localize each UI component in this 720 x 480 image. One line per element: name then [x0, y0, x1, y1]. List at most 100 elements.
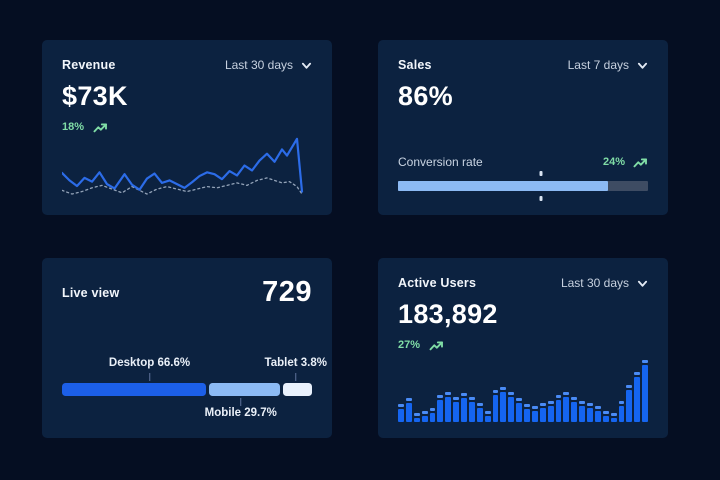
user-bar-cap: [516, 398, 522, 402]
user-bar: [524, 404, 530, 422]
active-users-title: Active Users: [398, 276, 477, 290]
user-bar-body: [492, 394, 499, 422]
user-bar: [421, 411, 428, 422]
user-bar-cap: [634, 371, 641, 375]
user-bar: [398, 404, 404, 422]
user-bar-cap: [571, 397, 578, 401]
user-bar-body: [468, 402, 475, 422]
user-bar-body: [429, 413, 436, 422]
user-bar-cap: [563, 392, 570, 396]
user-bar-cap: [610, 413, 617, 417]
segment-desktop: [62, 383, 206, 396]
user-bar-cap: [626, 384, 633, 388]
user-bar-cap: [429, 408, 436, 412]
user-bar-body: [461, 397, 467, 422]
user-bar-body: [437, 400, 444, 422]
user-bar-body: [594, 410, 601, 422]
sales-card-header: Sales Last 7 days: [398, 58, 648, 72]
user-bar-body: [587, 407, 593, 422]
dashboard: Revenue Last 30 days $73K 18% Sales Last…: [42, 40, 668, 438]
active-users-value: 183,892: [398, 299, 498, 329]
segment-label-tablet: Tablet 3.8%: [264, 357, 327, 369]
active-users-range-dropdown[interactable]: Last 30 days: [561, 276, 648, 290]
sales-card-title: Sales: [398, 58, 432, 72]
user-bar-cap: [453, 397, 459, 401]
revenue-delta: 18%: [62, 121, 85, 133]
user-bar-cap: [492, 389, 499, 393]
segment-connector-desktop: [148, 373, 151, 381]
line-series-current: [62, 139, 302, 192]
user-bar-body: [453, 402, 459, 422]
active-users-card: Active Users Last 30 days 183,892 27%: [378, 258, 668, 438]
user-bar: [492, 389, 499, 422]
user-bar-cap: [484, 411, 491, 415]
revenue-line-chart: [62, 137, 312, 199]
user-bar-body: [531, 410, 538, 422]
user-bar-body: [563, 397, 570, 422]
user-bar: [539, 402, 546, 422]
user-bar: [642, 360, 648, 422]
segment-tablet: [282, 383, 312, 396]
user-bar-cap: [421, 411, 428, 415]
user-bar: [476, 402, 483, 422]
user-bar-body: [500, 391, 507, 422]
user-bar: [468, 397, 475, 422]
user-bar: [453, 397, 459, 422]
revenue-card-header: Revenue Last 30 days: [62, 58, 312, 72]
user-bar-cap: [468, 397, 475, 401]
user-bar: [508, 392, 515, 422]
chevron-down-icon: [637, 280, 648, 287]
user-bar: [445, 392, 452, 422]
user-bar-cap: [587, 402, 593, 406]
user-bar-cap: [413, 413, 420, 417]
user-bar-body: [539, 407, 546, 422]
user-bar-cap: [437, 395, 444, 399]
user-bar-body: [445, 397, 452, 422]
sales-range-label: Last 7 days: [567, 58, 629, 72]
user-bar-cap: [594, 405, 601, 409]
device-segmented-bar: [62, 383, 312, 396]
user-bar: [579, 400, 585, 422]
user-bar-cap: [405, 398, 412, 402]
user-bar-cap: [398, 404, 404, 408]
user-bar-body: [555, 400, 562, 422]
user-bar: [484, 411, 491, 422]
user-bar-body: [508, 397, 515, 422]
user-bar-body: [634, 376, 641, 422]
revenue-range-label: Last 30 days: [224, 58, 293, 72]
active-users-bar-chart: [398, 360, 648, 422]
user-bar-cap: [547, 400, 554, 404]
user-bar: [429, 408, 436, 422]
user-bar-cap: [524, 404, 530, 408]
user-bar: [516, 398, 522, 422]
segment-label-mobile: Mobile 29.7%: [204, 407, 277, 419]
user-bar: [555, 395, 562, 422]
user-bar-cap: [579, 400, 585, 404]
live-view-card: Live view 729 Desktop 66.6% Mobile 29.7% T…: [42, 258, 332, 438]
active-users-range-label: Last 30 days: [560, 276, 629, 290]
segment-connector-tablet: [295, 373, 297, 381]
conversion-progress-bar: [398, 171, 648, 201]
sales-value: 86%: [398, 81, 453, 111]
user-bar: [547, 400, 554, 422]
conversion-rate-row: Conversion rate 24%: [398, 155, 648, 169]
device-breakdown-chart: Desktop 66.6% Mobile 29.7% Tablet 3.8%: [62, 357, 327, 421]
user-bar-body: [610, 418, 617, 422]
chevron-down-icon: [301, 62, 312, 69]
trend-up-icon: [633, 157, 647, 167]
user-bar-body: [398, 409, 404, 422]
revenue-range-dropdown[interactable]: Last 30 days: [225, 58, 312, 72]
user-bar-cap: [602, 411, 609, 415]
user-bar-cap: [500, 386, 507, 390]
trend-up-icon: [429, 340, 443, 350]
sales-range-dropdown[interactable]: Last 7 days: [568, 58, 648, 72]
revenue-value: $73K: [62, 81, 128, 111]
user-bar: [618, 400, 625, 422]
revenue-card: Revenue Last 30 days $73K 18%: [42, 40, 332, 215]
user-bar: [602, 411, 609, 422]
user-bar-body: [413, 418, 420, 422]
user-bar-body: [618, 405, 625, 422]
user-bar: [610, 413, 617, 422]
revenue-delta-row: 18%: [62, 121, 312, 133]
user-bar-body: [516, 403, 522, 422]
